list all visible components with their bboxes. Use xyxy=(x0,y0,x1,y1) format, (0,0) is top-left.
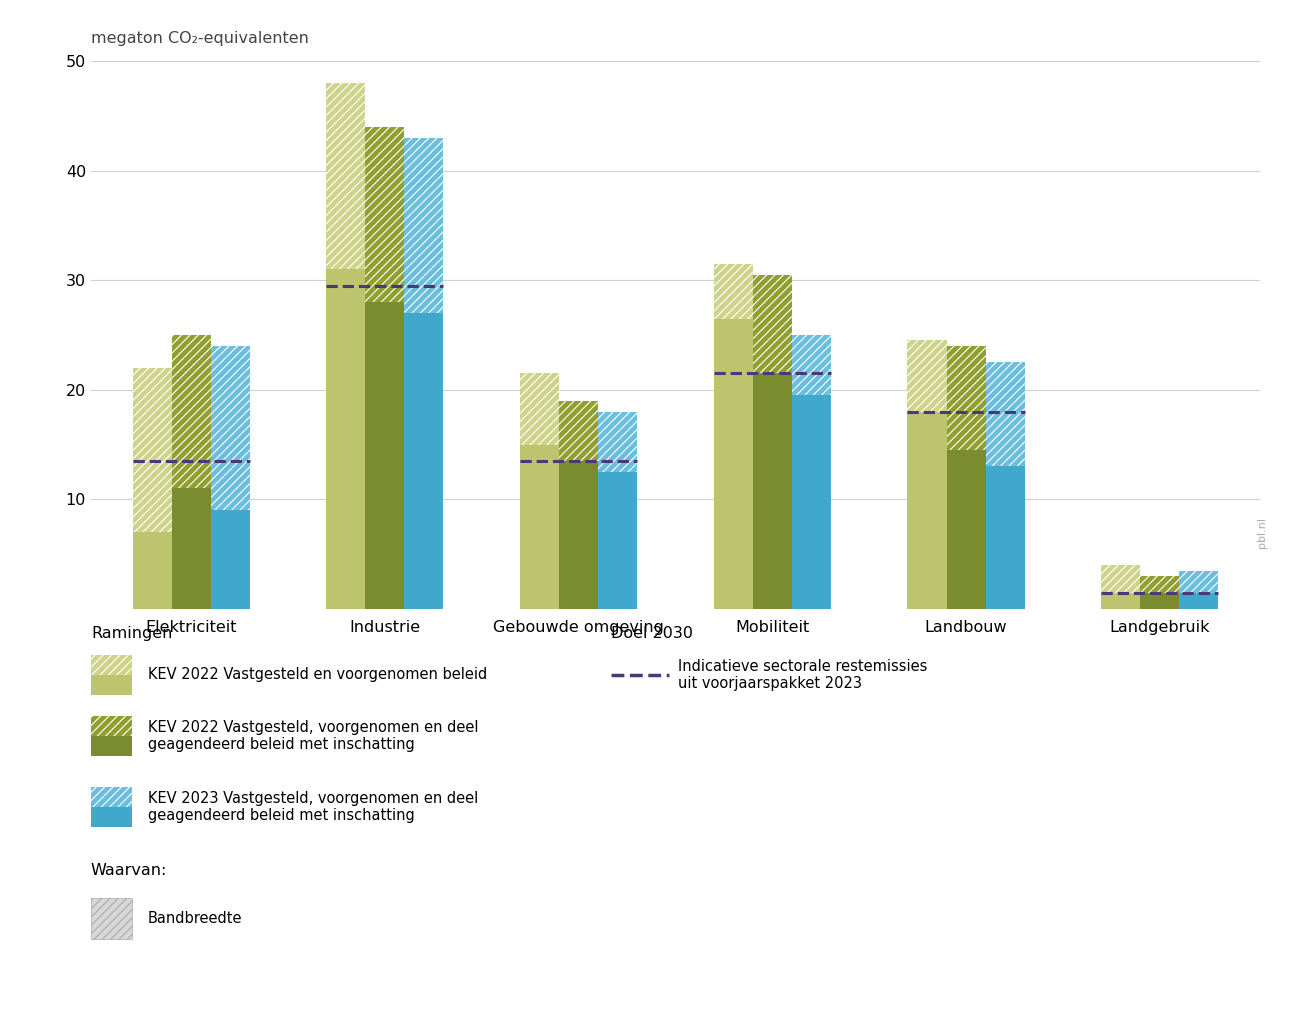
Bar xyxy=(1179,593,1218,609)
Bar xyxy=(171,488,210,609)
Bar xyxy=(326,83,365,269)
Bar xyxy=(908,340,947,412)
Bar xyxy=(559,461,598,609)
Bar xyxy=(598,412,638,472)
Bar xyxy=(1141,593,1179,609)
Bar xyxy=(404,313,443,609)
Bar xyxy=(986,362,1025,467)
Bar xyxy=(132,532,171,609)
Bar xyxy=(792,335,831,395)
Bar xyxy=(520,445,559,609)
Bar xyxy=(713,264,753,319)
Text: KEV 2023 Vastgesteld, voorgenomen en deel
geagendeerd beleid met inschatting: KEV 2023 Vastgesteld, voorgenomen en dee… xyxy=(148,791,478,823)
Bar xyxy=(559,401,598,461)
Text: megaton CO₂-equivalenten: megaton CO₂-equivalenten xyxy=(91,30,309,46)
Bar xyxy=(1179,570,1218,593)
Text: Doel 2030: Doel 2030 xyxy=(611,626,692,641)
Text: Waarvan:: Waarvan: xyxy=(91,863,168,878)
Bar xyxy=(753,374,792,609)
Text: Ramingen: Ramingen xyxy=(91,626,173,641)
Text: KEV 2022 Vastgesteld, voorgenomen en deel
geagendeerd beleid met inschatting: KEV 2022 Vastgesteld, voorgenomen en dee… xyxy=(148,720,478,752)
Bar xyxy=(947,450,986,609)
Bar xyxy=(908,412,947,609)
Bar xyxy=(326,269,365,609)
Bar xyxy=(598,472,638,609)
Bar xyxy=(365,302,404,609)
Text: Indicatieve sectorale restemissies
uit voorjaarspakket 2023: Indicatieve sectorale restemissies uit v… xyxy=(678,659,927,691)
Bar xyxy=(210,346,249,511)
Bar xyxy=(132,367,171,532)
Bar xyxy=(404,138,443,313)
Text: KEV 2022 Vastgesteld en voorgenomen beleid: KEV 2022 Vastgesteld en voorgenomen bele… xyxy=(148,668,487,682)
Bar xyxy=(1102,593,1141,609)
Bar xyxy=(171,335,210,488)
Bar xyxy=(210,511,249,609)
Bar xyxy=(792,395,831,609)
Bar xyxy=(1102,565,1141,593)
Text: pbl.nl: pbl.nl xyxy=(1256,517,1267,548)
Bar xyxy=(986,467,1025,609)
Bar xyxy=(365,127,404,302)
Bar xyxy=(753,275,792,374)
Bar xyxy=(1141,577,1179,593)
Bar xyxy=(947,346,986,450)
Text: Bandbreedte: Bandbreedte xyxy=(148,911,243,926)
Bar xyxy=(713,319,753,609)
Bar xyxy=(520,374,559,445)
